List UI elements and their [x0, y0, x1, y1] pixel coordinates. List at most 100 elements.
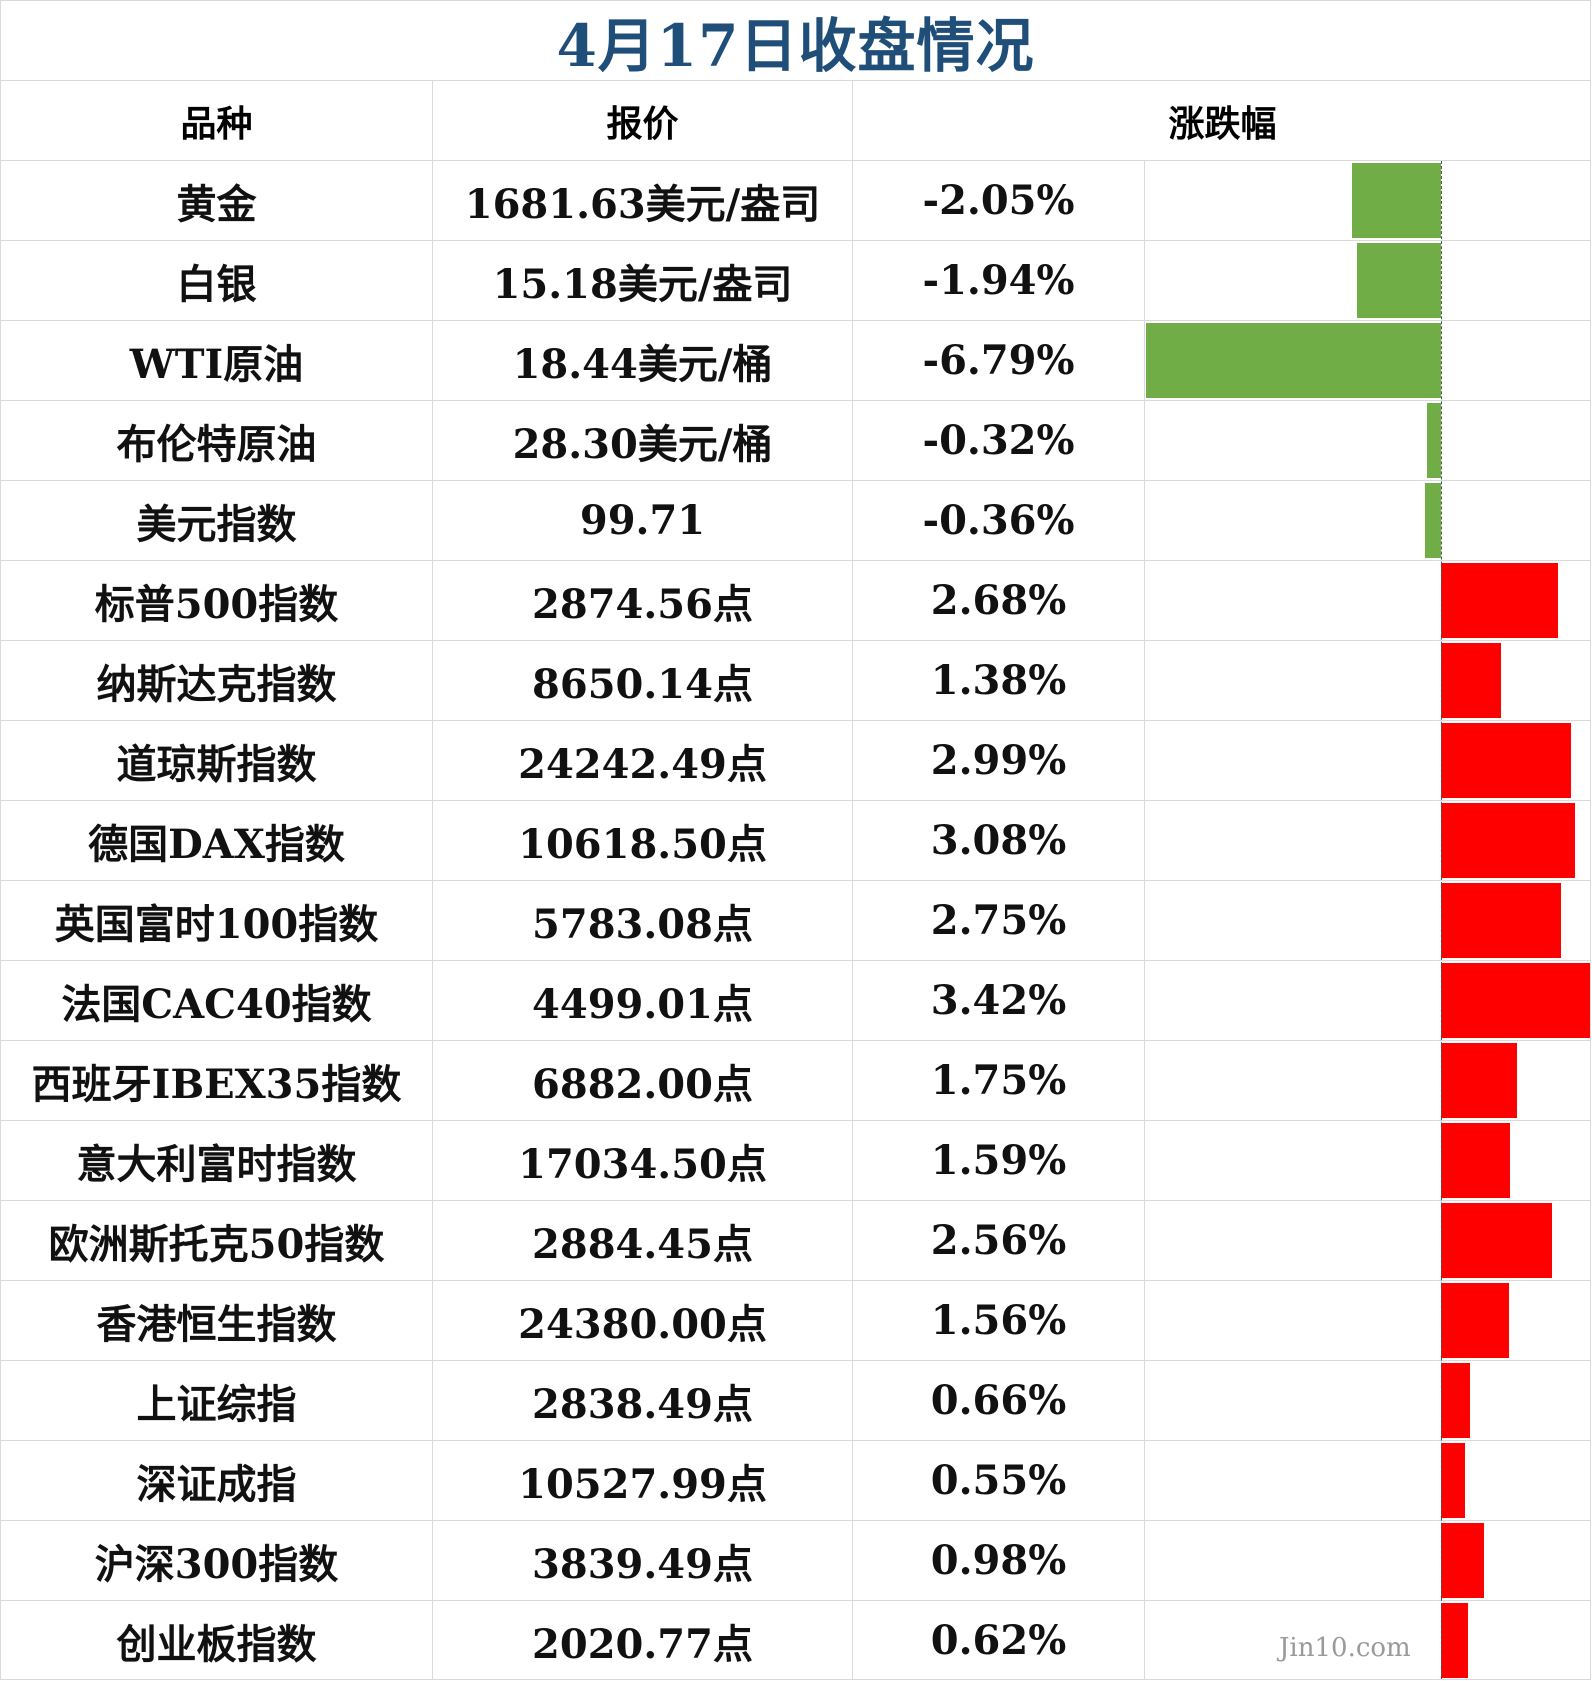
change-percent: 2.99%	[853, 721, 1145, 800]
instrument-price: 1681.63美元/盎司	[433, 161, 853, 240]
change-percent: 1.59%	[853, 1121, 1145, 1200]
change-percent: 3.42%	[853, 961, 1145, 1040]
change-bar-cell	[1145, 801, 1590, 880]
change-bar-positive	[1441, 643, 1502, 718]
table-row: 白银 15.18美元/盎司 -1.94%	[1, 241, 1590, 321]
instrument-name: 香港恒生指数	[1, 1281, 433, 1360]
header-price: 报价	[433, 81, 853, 161]
change-bar-positive	[1441, 1363, 1470, 1438]
watermark: Jin10.com	[1279, 1633, 1411, 1663]
change-bar-positive	[1441, 803, 1575, 878]
change-percent: -0.32%	[853, 401, 1145, 480]
header-name: 品种	[1, 81, 433, 161]
instrument-name: 上证综指	[1, 1361, 433, 1440]
instrument-name: 纳斯达克指数	[1, 641, 433, 720]
instrument-name: 深证成指	[1, 1441, 433, 1520]
table-row: 意大利富时指数 17034.50点 1.59%	[1, 1121, 1590, 1201]
instrument-price: 24242.49点	[433, 721, 853, 800]
table-row: 香港恒生指数 24380.00点 1.56%	[1, 1281, 1590, 1361]
change-bar-negative	[1427, 403, 1441, 478]
page-title: 4月17日收盘情况	[1, 1, 1590, 81]
change-bar-positive	[1441, 1203, 1553, 1278]
change-percent: 0.98%	[853, 1521, 1145, 1600]
change-bar-positive	[1441, 1603, 1468, 1678]
table-row: 法国CAC40指数 4499.01点 3.42%	[1, 961, 1590, 1041]
change-percent: -6.79%	[853, 321, 1145, 400]
instrument-price: 28.30美元/桶	[433, 401, 853, 480]
instrument-name: 创业板指数	[1, 1601, 433, 1679]
instrument-name: 法国CAC40指数	[1, 961, 433, 1040]
change-bar-cell	[1145, 641, 1590, 720]
change-bar-cell	[1145, 721, 1590, 800]
change-bar-cell	[1145, 401, 1590, 480]
instrument-price: 6882.00点	[433, 1041, 853, 1120]
change-bar-cell	[1145, 1041, 1590, 1120]
change-bar-cell	[1145, 961, 1590, 1040]
table-row: WTI原油 18.44美元/桶 -6.79%	[1, 321, 1590, 401]
table-row: 美元指数 99.71 -0.36%	[1, 481, 1590, 561]
change-bar-cell	[1145, 241, 1590, 320]
instrument-name: 标普500指数	[1, 561, 433, 640]
change-bar-cell	[1145, 1121, 1590, 1200]
change-bar-cell	[1145, 1281, 1590, 1360]
change-percent: -2.05%	[853, 161, 1145, 240]
table-row: 上证综指 2838.49点 0.66%	[1, 1361, 1590, 1441]
table-row: 标普500指数 2874.56点 2.68%	[1, 561, 1590, 641]
change-percent: 0.66%	[853, 1361, 1145, 1440]
change-percent: 1.38%	[853, 641, 1145, 720]
change-percent: 1.56%	[853, 1281, 1145, 1360]
change-percent: 2.68%	[853, 561, 1145, 640]
change-bar-cell	[1145, 481, 1590, 560]
instrument-price: 10618.50点	[433, 801, 853, 880]
change-bar-cell	[1145, 1201, 1590, 1280]
change-percent: 3.08%	[853, 801, 1145, 880]
instrument-name: 意大利富时指数	[1, 1121, 433, 1200]
instrument-name: 英国富时100指数	[1, 881, 433, 960]
change-bar-positive	[1441, 1043, 1518, 1118]
table-row: 道琼斯指数 24242.49点 2.99%	[1, 721, 1590, 801]
table-row: 英国富时100指数 5783.08点 2.75%	[1, 881, 1590, 961]
instrument-name: 白银	[1, 241, 433, 320]
change-bar-positive	[1441, 563, 1558, 638]
change-bar-positive	[1441, 1443, 1465, 1518]
instrument-price: 2838.49点	[433, 1361, 853, 1440]
change-bar-cell	[1145, 1521, 1590, 1600]
instrument-price: 10527.99点	[433, 1441, 853, 1520]
instrument-name: 道琼斯指数	[1, 721, 433, 800]
instrument-price: 2884.45点	[433, 1201, 853, 1280]
change-percent: 2.75%	[853, 881, 1145, 960]
table-row: 创业板指数 2020.77点 0.62%	[1, 1601, 1590, 1679]
change-bar-cell	[1145, 161, 1590, 240]
table-row: 纳斯达克指数 8650.14点 1.38%	[1, 641, 1590, 721]
instrument-price: 2874.56点	[433, 561, 853, 640]
change-bar-cell	[1145, 881, 1590, 960]
change-bar-negative	[1351, 163, 1441, 238]
change-bar-cell	[1145, 1601, 1590, 1679]
instrument-name: 沪深300指数	[1, 1521, 433, 1600]
header-change: 涨跌幅	[853, 81, 1590, 161]
table-row: 德国DAX指数 10618.50点 3.08%	[1, 801, 1590, 881]
change-percent: 0.55%	[853, 1441, 1145, 1520]
change-bar-positive	[1441, 883, 1561, 958]
change-bar-positive	[1441, 1283, 1509, 1358]
table-row: 深证成指 10527.99点 0.55%	[1, 1441, 1590, 1521]
change-bar-negative	[1145, 323, 1441, 398]
instrument-price: 8650.14点	[433, 641, 853, 720]
instrument-name: 美元指数	[1, 481, 433, 560]
instrument-price: 24380.00点	[433, 1281, 853, 1360]
instrument-name: WTI原油	[1, 321, 433, 400]
instrument-price: 4499.01点	[433, 961, 853, 1040]
instrument-price: 15.18美元/盎司	[433, 241, 853, 320]
instrument-price: 5783.08点	[433, 881, 853, 960]
instrument-name: 布伦特原油	[1, 401, 433, 480]
instrument-name: 德国DAX指数	[1, 801, 433, 880]
change-bar-positive	[1441, 1523, 1484, 1598]
instrument-price: 3839.49点	[433, 1521, 853, 1600]
change-bar-cell	[1145, 1441, 1590, 1520]
table-row: 布伦特原油 28.30美元/桶 -0.32%	[1, 401, 1590, 481]
table-row: 欧洲斯托克50指数 2884.45点 2.56%	[1, 1201, 1590, 1281]
instrument-price: 18.44美元/桶	[433, 321, 853, 400]
instrument-name: 欧洲斯托克50指数	[1, 1201, 433, 1280]
change-bar-cell	[1145, 1361, 1590, 1440]
